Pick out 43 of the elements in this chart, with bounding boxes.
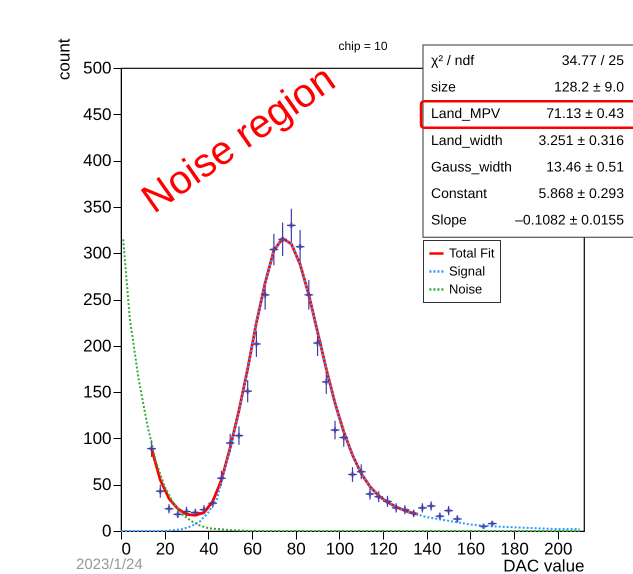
y-tick-label: 350 (83, 197, 112, 216)
x-tick-label: 0 (122, 540, 131, 558)
x-axis-title: DAC value (503, 556, 584, 574)
x-tick-label: 120 (369, 540, 398, 558)
annotation: 5.868 ± 0.293 (538, 185, 624, 201)
text: 2023/1/24 (76, 556, 143, 573)
annotation: Land_width (431, 132, 503, 148)
text: 34.77 / 25 (562, 52, 624, 68)
x-tick-label: 60 (243, 540, 262, 558)
y-tick-label: 150 (83, 382, 112, 402)
x-tick-label: 80 (286, 540, 306, 558)
annotation: Land_MPV (431, 105, 501, 122)
chart-title: chip = 10 (338, 39, 388, 53)
y-tick-label: 400 (83, 151, 112, 170)
y-tick-label: 500 (83, 58, 112, 78)
legend-label: Total Fit (449, 246, 495, 260)
legend-label: Signal (449, 264, 486, 278)
annotation: size (431, 78, 456, 95)
annotation: Constant (431, 185, 488, 201)
annotation: –0.1082 ± 0.0155 (515, 212, 624, 228)
x-tick-label: 140 (413, 540, 442, 558)
y-tick-label: 250 (83, 290, 112, 309)
y-tick-label: 100 (83, 428, 112, 448)
y-tick-label: 300 (83, 244, 112, 263)
annotation: 128.2 ± 9.0 (554, 78, 624, 95)
y-tick-label: 50 (92, 475, 112, 494)
legend-label: Noise (449, 282, 482, 296)
annotation: Gauss_width (431, 158, 512, 174)
y-tick-label: 200 (83, 336, 112, 356)
x-tick-label: 100 (326, 540, 354, 558)
y-axis-title: count (54, 38, 74, 80)
y-tick-label: 0 (102, 522, 112, 540)
x-tick-label: 20 (156, 540, 175, 558)
y-tick-label: 450 (83, 104, 112, 124)
annotation: 71.13 ± 0.43 (546, 105, 624, 122)
text: χ² / ndf (431, 52, 474, 68)
annotation: 3.251 ± 0.316 (538, 132, 624, 148)
x-tick-label: 180 (500, 540, 529, 558)
x-tick-label: 160 (456, 540, 486, 558)
annotation: 13.46 ± 0.51 (546, 158, 624, 174)
x-tick-label: 40 (199, 540, 218, 558)
annotation: Slope (431, 212, 468, 228)
x-tick-label: 200 (544, 540, 572, 558)
